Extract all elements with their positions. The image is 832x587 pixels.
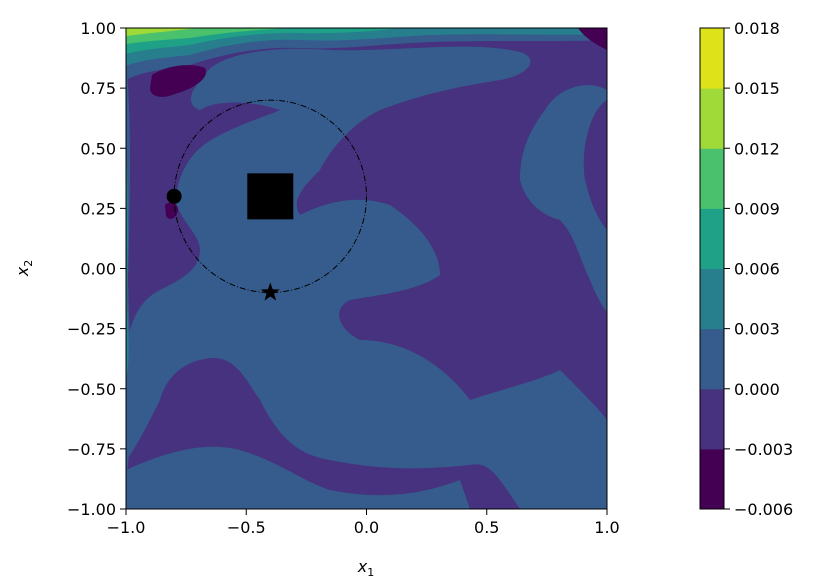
contour-band-003-006-top [126, 28, 607, 66]
contour-band-000-003-right [520, 60, 607, 312]
y-tick-label: −1.00 [67, 500, 116, 519]
colorbar-tick-label: −0.006 [734, 500, 793, 519]
y-axis-label: x2 [13, 260, 35, 277]
x-tick-label: 1.0 [594, 518, 619, 537]
x-tick-label: −1.0 [107, 518, 146, 537]
colorbar-tick-label: 0.015 [734, 79, 780, 98]
colorbar-segment [700, 268, 724, 330]
colorbar-tick-label: 0.012 [734, 139, 780, 158]
y-tick-label: −0.50 [67, 380, 116, 399]
y-tick-label: 0.75 [80, 79, 116, 98]
colorbar-segment [700, 448, 724, 510]
star-marker [260, 282, 280, 301]
y-tick-label: 1.00 [80, 19, 116, 38]
colorbar-tick-label: 0.006 [734, 260, 780, 279]
colorbar-segment [700, 388, 724, 450]
y-tick-label: 0.00 [80, 260, 116, 279]
colorbar-segment [700, 28, 724, 89]
contour-band-000-003-left-edge [126, 60, 132, 480]
contour-band-003-006-left-edge [126, 150, 129, 380]
square-marker [247, 173, 294, 220]
colorbar: −0.006 −0.003 0.000 0.003 0.006 0.009 0.012 0.0… [699, 19, 793, 519]
circle-marker [166, 188, 182, 204]
contour-band-neg006-neg003-upper-left [150, 65, 206, 97]
colorbar-segment [700, 148, 724, 209]
y-tick-label: −0.75 [67, 440, 116, 459]
contour-band-000-003-center [126, 46, 607, 509]
x-tick-label: 0.5 [474, 518, 499, 537]
y-tick-label: 0.50 [80, 139, 116, 158]
contour-band-012-015-top [126, 28, 200, 36]
colorbar-tick-label: 0.003 [734, 320, 780, 339]
contour-band-000-003-bottom-left [126, 446, 470, 509]
contour-band-009-012-top [126, 28, 300, 44]
x-tick-label: 0.0 [354, 518, 379, 537]
colorbar-tick-label: 0.000 [734, 380, 780, 399]
colorbar-segment [700, 88, 724, 149]
colorbar-segment [700, 328, 724, 390]
x-axis-label: x1 [357, 557, 374, 579]
contour-plot-area [126, 28, 607, 509]
colorbar-tick-label: 0.018 [734, 19, 780, 38]
markers-group [166, 173, 294, 301]
colorbar-tick-label: 0.009 [734, 199, 780, 218]
contour-band-neg006-neg003-top-right [578, 28, 607, 50]
x-tick-label: −0.5 [227, 518, 266, 537]
y-axis-ticks: 1.00 0.75 0.50 0.25 0.00 −0.25 −0.50 −0.75 −1.00 [67, 19, 126, 519]
colorbar-tick-label: −0.003 [734, 440, 793, 459]
y-tick-label: 0.25 [80, 199, 116, 218]
x-axis-ticks: −1.0 −0.5 0.0 0.5 1.0 [107, 509, 620, 537]
colorbar-segment [700, 208, 724, 269]
y-tick-label: −0.25 [67, 320, 116, 339]
